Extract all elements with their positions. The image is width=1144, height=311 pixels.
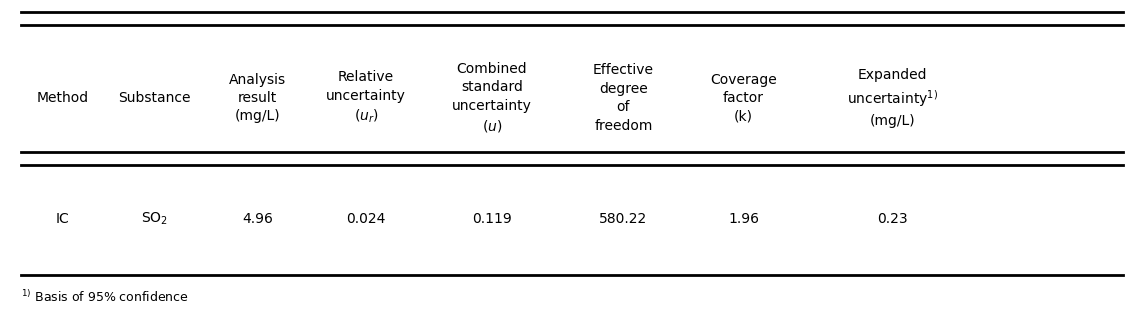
Text: SO$_2$: SO$_2$ xyxy=(141,211,168,227)
Text: Relative
uncertainty
($u_r$): Relative uncertainty ($u_r$) xyxy=(326,71,406,125)
Text: Combined
standard
uncertainty
($u$): Combined standard uncertainty ($u$) xyxy=(452,62,532,134)
Text: Coverage
factor
(k): Coverage factor (k) xyxy=(710,72,777,123)
Text: 0.23: 0.23 xyxy=(877,212,907,226)
Text: Substance: Substance xyxy=(118,91,191,105)
Text: 0.024: 0.024 xyxy=(347,212,386,226)
Text: Method: Method xyxy=(37,91,89,105)
Text: 0.119: 0.119 xyxy=(472,212,511,226)
Text: Effective
degree
of
freedom: Effective degree of freedom xyxy=(593,63,654,132)
Text: Analysis
result
(mg/L): Analysis result (mg/L) xyxy=(229,72,286,123)
Text: IC: IC xyxy=(56,212,70,226)
Text: 580.22: 580.22 xyxy=(599,212,648,226)
Text: $^{1)}$ Basis of 95% confidence: $^{1)}$ Basis of 95% confidence xyxy=(21,289,189,305)
Text: 1.96: 1.96 xyxy=(728,212,760,226)
Text: Expanded
uncertainty$^{1)}$
(mg/L): Expanded uncertainty$^{1)}$ (mg/L) xyxy=(847,68,938,128)
Text: 4.96: 4.96 xyxy=(243,212,272,226)
